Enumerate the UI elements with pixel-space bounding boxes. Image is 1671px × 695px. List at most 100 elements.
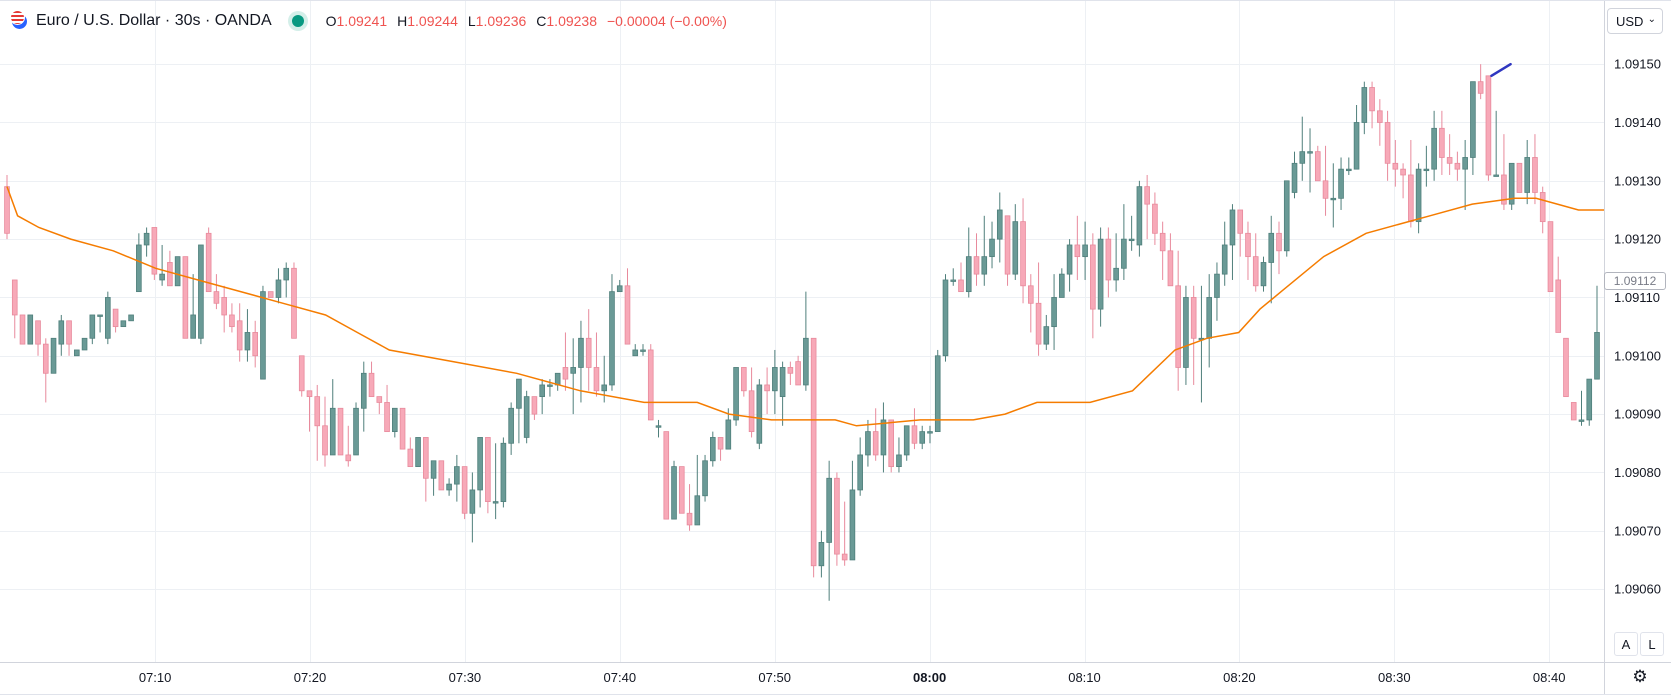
candle [1214,262,1220,321]
candle [89,314,96,345]
auto-scale-button[interactable]: A [1614,632,1638,656]
candle [174,256,181,287]
candle [1175,250,1181,391]
candle-body [1113,267,1119,281]
candle [1431,110,1437,181]
candle [841,501,848,566]
candle-body [1144,186,1150,205]
change-value: −0.00004 (−0.00%) [607,13,727,29]
symbol-title[interactable]: Euro / U.S. Dollar · 30s · OANDA [36,12,272,29]
candle-body [190,314,196,339]
time-tick-label: 07:20 [294,670,327,685]
candle-body [1252,256,1259,287]
candle-body [725,419,732,450]
open-value: 1.09241 [336,13,388,29]
candle-body [120,320,127,328]
candle [345,425,352,467]
eur-usd-flag-icon [10,10,30,31]
candle [1283,180,1290,257]
candle [353,402,359,456]
candle-body [570,367,576,374]
candle-body [934,355,941,433]
candle [66,320,72,356]
candle-body [438,460,445,491]
candle-body [1408,174,1414,223]
candle [640,344,646,356]
candle [671,460,677,520]
close-value: 1.09238 [546,13,597,29]
candle [888,419,894,473]
candle [772,349,778,415]
candle [1532,134,1538,205]
candle-body [1400,168,1406,176]
candle [1121,204,1127,280]
candle-body [1004,215,1011,275]
candle-body [353,407,359,456]
candle-body [407,448,414,468]
candle-body [1501,174,1507,205]
candle-body [1539,192,1546,223]
candle-body [213,291,220,304]
candle-body [74,349,80,357]
candle-body [477,437,483,491]
candle [42,338,49,403]
currency-selector[interactable]: USD ⌄ [1607,8,1663,34]
candle [927,425,933,444]
time-tick-label: 08:40 [1533,670,1566,685]
candle [919,425,926,450]
candle [872,408,879,461]
candle-body [384,402,390,433]
log-scale-button[interactable]: L [1640,632,1664,656]
candle-body [244,332,251,351]
candle-body [446,483,452,491]
candle [1524,139,1530,205]
candle [244,309,251,362]
candle [810,337,817,578]
candle-body [1276,232,1282,252]
candle-body [252,332,258,357]
candle-body [42,343,49,374]
candle-body [454,466,460,485]
candle [1408,139,1414,228]
candle-body [826,477,832,543]
candle [198,244,204,345]
chevron-down-icon: ⌄ [1647,14,1656,25]
candle-body [834,477,840,555]
candle-body [221,297,227,316]
candle-body [229,314,235,328]
candle [1198,285,1205,403]
candle-body [1066,244,1073,275]
candle [578,320,584,403]
candle [710,431,716,467]
candle-body [423,437,429,479]
candle [4,174,10,240]
candle-body [1175,285,1181,368]
candle [702,454,708,502]
candle [741,367,747,397]
candle-body [4,186,10,234]
gear-icon[interactable]: ⚙ [1632,667,1648,686]
candle [112,308,119,333]
candle-body [1547,221,1554,293]
candle [306,390,313,432]
candle-body [112,308,119,328]
candle [686,484,693,531]
candle [392,407,398,438]
candle [485,437,491,514]
candle-body [710,437,716,462]
candle-body [1524,157,1530,193]
candle [787,361,794,385]
candle [585,309,592,391]
candle [1144,174,1150,240]
candle-body [1136,186,1143,246]
candle [27,314,34,345]
candle [1090,233,1096,339]
symbol-legend: Euro / U.S. Dollar · 30s · OANDA O1.0924… [10,10,727,32]
candle-body [857,454,863,491]
market-status-icon[interactable] [291,15,304,27]
candle-body [779,367,786,398]
candle [1346,157,1352,175]
candle-body [1594,332,1600,380]
candle [120,320,127,328]
